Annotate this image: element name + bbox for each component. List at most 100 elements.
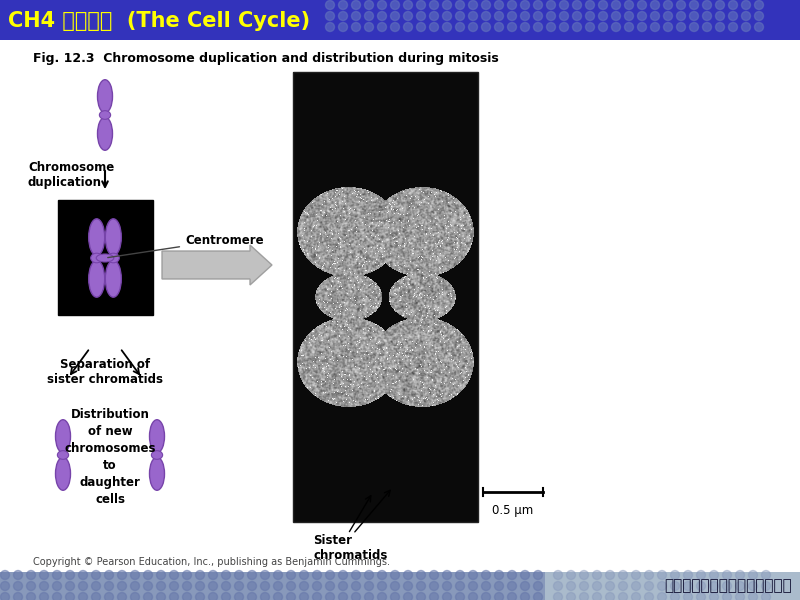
Circle shape: [195, 593, 205, 600]
Circle shape: [455, 571, 465, 580]
Circle shape: [677, 1, 686, 10]
Circle shape: [507, 571, 517, 580]
Circle shape: [299, 581, 309, 590]
Circle shape: [286, 593, 295, 600]
Circle shape: [417, 1, 426, 10]
Circle shape: [702, 22, 711, 31]
Circle shape: [606, 593, 614, 600]
Circle shape: [670, 571, 679, 580]
Circle shape: [195, 571, 205, 580]
Circle shape: [1, 593, 10, 600]
Circle shape: [618, 571, 627, 580]
Circle shape: [521, 22, 530, 31]
Circle shape: [742, 22, 750, 31]
Bar: [0, 0, 800, 40]
Circle shape: [749, 571, 758, 580]
Circle shape: [455, 593, 465, 600]
Circle shape: [618, 593, 627, 600]
Circle shape: [274, 571, 282, 580]
Circle shape: [326, 571, 334, 580]
Circle shape: [299, 571, 309, 580]
Circle shape: [618, 581, 627, 590]
Text: Fig. 12.3  Chromosome duplication and distribution during mitosis: Fig. 12.3 Chromosome duplication and dis…: [33, 52, 498, 65]
Circle shape: [390, 581, 399, 590]
Ellipse shape: [96, 254, 114, 262]
Circle shape: [611, 22, 621, 31]
Circle shape: [182, 581, 191, 590]
Circle shape: [494, 1, 503, 10]
Circle shape: [469, 22, 478, 31]
Circle shape: [566, 593, 575, 600]
Circle shape: [650, 1, 659, 10]
Circle shape: [482, 581, 490, 590]
Circle shape: [573, 22, 582, 31]
Circle shape: [390, 593, 399, 600]
Circle shape: [261, 571, 270, 580]
Circle shape: [482, 1, 490, 10]
Circle shape: [378, 571, 386, 580]
Circle shape: [234, 581, 243, 590]
Circle shape: [697, 571, 706, 580]
Circle shape: [469, 11, 478, 20]
Circle shape: [742, 1, 750, 10]
Circle shape: [53, 571, 62, 580]
Ellipse shape: [55, 420, 70, 453]
Circle shape: [247, 571, 257, 580]
Circle shape: [638, 11, 646, 20]
Circle shape: [586, 22, 594, 31]
Text: 0.5 μm: 0.5 μm: [492, 504, 534, 517]
Circle shape: [625, 22, 634, 31]
Circle shape: [105, 581, 114, 590]
Circle shape: [762, 593, 770, 600]
Circle shape: [625, 11, 634, 20]
Circle shape: [683, 581, 693, 590]
Circle shape: [403, 571, 413, 580]
Circle shape: [645, 571, 654, 580]
Circle shape: [598, 22, 607, 31]
Ellipse shape: [151, 451, 162, 460]
Circle shape: [697, 581, 706, 590]
Circle shape: [143, 571, 153, 580]
Circle shape: [78, 593, 87, 600]
Circle shape: [690, 11, 698, 20]
Text: Copyright © Pearson Education, Inc., publishing as Benjamin Cummings.: Copyright © Pearson Education, Inc., pub…: [33, 557, 390, 567]
Circle shape: [710, 593, 718, 600]
Circle shape: [469, 581, 478, 590]
Circle shape: [715, 22, 725, 31]
Circle shape: [53, 593, 62, 600]
Circle shape: [455, 11, 465, 20]
Circle shape: [650, 11, 659, 20]
Circle shape: [645, 581, 654, 590]
Circle shape: [378, 593, 386, 600]
Circle shape: [417, 581, 426, 590]
Circle shape: [645, 593, 654, 600]
Circle shape: [442, 1, 451, 10]
Text: Centromere: Centromere: [108, 233, 264, 257]
Circle shape: [494, 22, 503, 31]
Ellipse shape: [150, 457, 165, 490]
Circle shape: [507, 1, 517, 10]
Circle shape: [534, 593, 542, 600]
Ellipse shape: [99, 110, 110, 119]
Circle shape: [469, 1, 478, 10]
Circle shape: [182, 593, 191, 600]
Circle shape: [735, 581, 745, 590]
Circle shape: [442, 571, 451, 580]
Circle shape: [403, 22, 413, 31]
Circle shape: [378, 22, 386, 31]
Circle shape: [53, 581, 62, 590]
Circle shape: [442, 593, 451, 600]
Circle shape: [534, 581, 542, 590]
Circle shape: [261, 581, 270, 590]
Circle shape: [118, 593, 126, 600]
Circle shape: [326, 1, 334, 10]
Circle shape: [442, 581, 451, 590]
Circle shape: [338, 581, 347, 590]
Circle shape: [606, 571, 614, 580]
Circle shape: [170, 581, 178, 590]
Circle shape: [105, 571, 114, 580]
Circle shape: [105, 593, 114, 600]
Circle shape: [157, 593, 166, 600]
Ellipse shape: [107, 253, 119, 263]
Circle shape: [598, 1, 607, 10]
